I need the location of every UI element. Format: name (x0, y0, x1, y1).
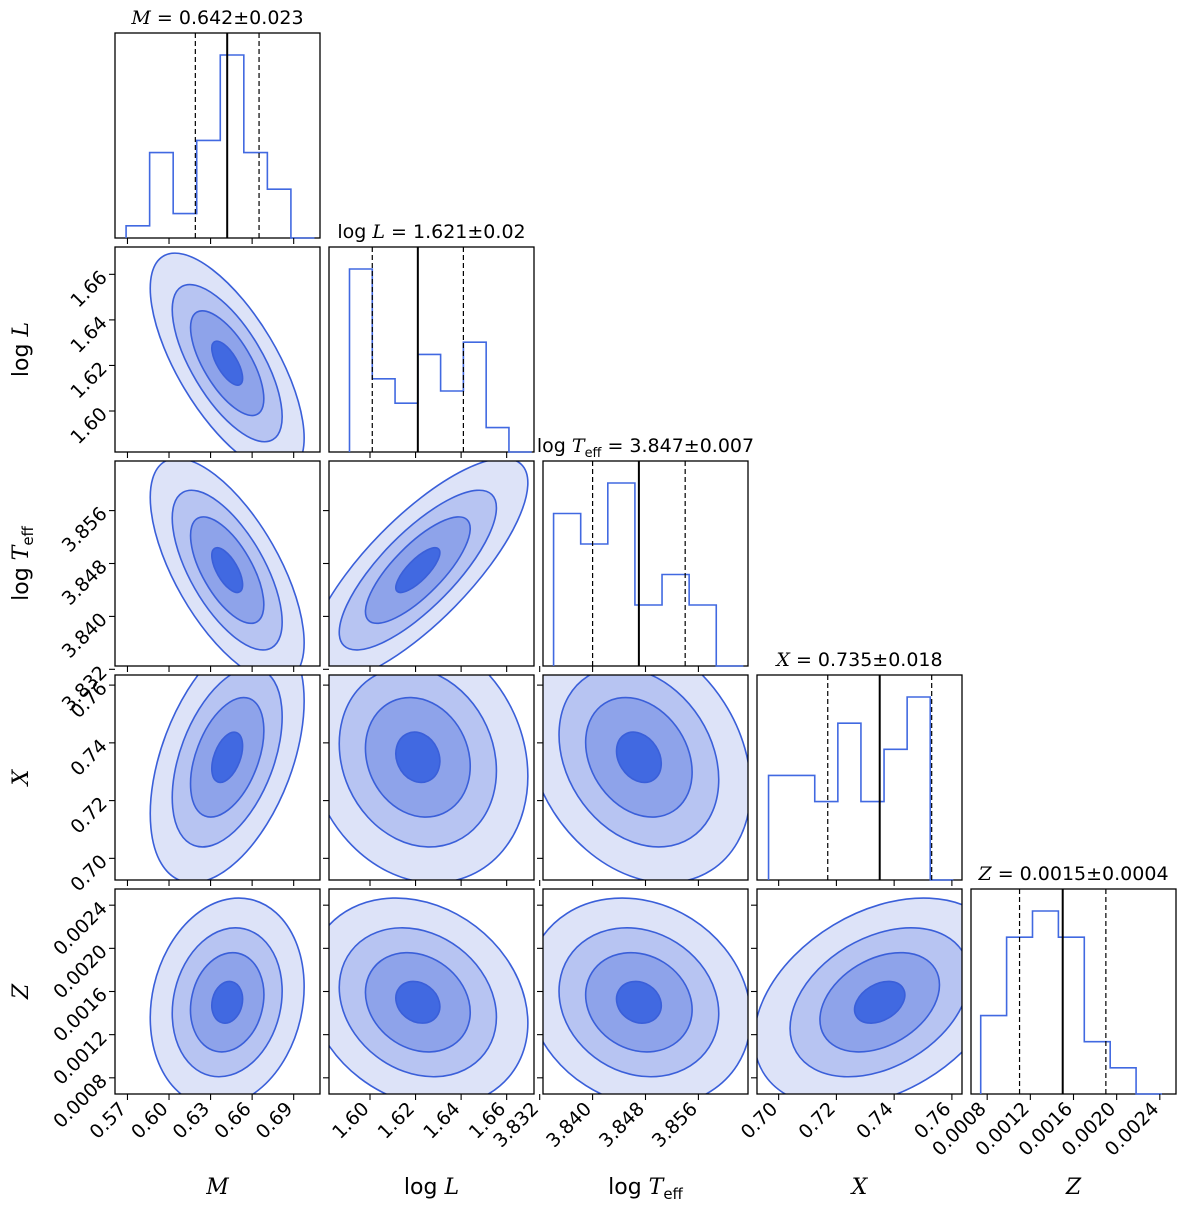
x-tick-label-logTeff: 3.848 (595, 1098, 649, 1152)
contour-level-4 (853, 980, 906, 1024)
panel-title-logTeff: log Teff​ = 3.847±0.007 (537, 435, 754, 461)
x-tick-label-logTeff: 3.840 (542, 1098, 596, 1152)
histogram-X: X = 0.735±0.018 (756, 649, 963, 881)
contour-level-4 (615, 731, 663, 784)
panel-frame (114, 32, 321, 239)
y-axis-label-X: X (9, 768, 34, 787)
contour-levels (149, 252, 305, 452)
panel-title-M: M = 0.642±0.023 (130, 7, 303, 29)
contour-panel-M-logL (114, 246, 321, 453)
x-tick-label-X: 0.72 (794, 1098, 839, 1143)
contour-levels (329, 675, 529, 880)
contour-panel-X-Z (756, 888, 963, 1095)
contour-level-4 (211, 340, 244, 386)
histogram-steps (767, 696, 954, 881)
y-tick-label-logL: 1.60 (66, 403, 111, 448)
x-axis-label-M: M (205, 1175, 229, 1200)
contour-levels (543, 675, 748, 880)
panel-frame (328, 246, 535, 453)
x-tick-label-M: 0.60 (127, 1098, 172, 1143)
histogram-steps (552, 482, 744, 667)
panel-frame (542, 460, 749, 667)
x-tick-label-logL: 1.64 (419, 1098, 464, 1143)
y-axis-label-Z: Z (9, 983, 34, 1000)
x-tick-label-X: 0.70 (737, 1098, 782, 1143)
contour-panel-logTeff-X (542, 674, 749, 881)
contour-levels (329, 461, 529, 666)
y-tick-label-X: 0.72 (66, 793, 111, 838)
contour-panel-M-Z (114, 888, 321, 1095)
contour-level-4 (395, 731, 441, 784)
panel-frame (970, 888, 1177, 1095)
panel-title-logL: log L = 1.621±0.02 (337, 221, 525, 243)
y-tick-label-logTeff: 3.840 (58, 609, 112, 663)
x-axis-label-logTeff: log Teff​ (608, 1175, 683, 1203)
y-axis-label-logL: log L (9, 322, 34, 377)
y-tick-label-logTeff: 3.856 (58, 503, 112, 557)
x-tick-label-M: 0.63 (169, 1098, 214, 1143)
contour-levels (543, 897, 748, 1094)
x-tick-label-logL: 1.62 (374, 1098, 419, 1143)
contour-level-4 (615, 980, 663, 1024)
contour-levels (149, 675, 305, 880)
panel-title-Z: Z = 0.0015±0.0004 (977, 863, 1168, 885)
y-tick-label-logL: 1.66 (66, 267, 111, 312)
histogram-steps (125, 54, 315, 239)
panel-frame (114, 674, 321, 881)
x-tick-label-logL: 1.60 (328, 1098, 373, 1143)
x-tick-label-logTeff: 3.856 (648, 1098, 702, 1152)
histogram-steps (979, 910, 1162, 1095)
panel-frame (756, 674, 963, 881)
y-tick-label-logTeff: 3.848 (58, 556, 112, 610)
contour-panel-logL-logTeff (328, 460, 535, 667)
contour-panel-logL-X (328, 674, 535, 881)
x-axis-label-X: X (850, 1175, 869, 1200)
contour-panel-M-X (114, 674, 321, 881)
x-tick-label-X: 0.74 (852, 1098, 897, 1143)
contour-panel-logL-Z (328, 888, 535, 1095)
x-tick-label-M: 0.69 (252, 1098, 297, 1143)
y-tick-label-logL: 1.62 (66, 358, 111, 403)
contour-level-4 (211, 731, 244, 784)
histogram-logL: log L = 1.621±0.02 (328, 221, 535, 453)
histogram-steps (348, 268, 532, 453)
panel-frame (114, 246, 321, 453)
y-axis-label-logTeff: log Teff​ (9, 525, 37, 600)
y-tick-label-X: 0.70 (66, 851, 111, 896)
contour-levels (329, 897, 529, 1094)
contour-level-4 (395, 546, 441, 594)
contour-levels (757, 897, 962, 1094)
contour-panel-M-logTeff (114, 460, 321, 667)
contour-level-4 (395, 980, 441, 1024)
histogram-M: M = 0.642±0.023 (114, 7, 321, 239)
x-axis-label-Z: Z (1065, 1175, 1082, 1200)
histogram-Z: Z = 0.0015±0.0004 (970, 863, 1177, 1095)
contour-level-4 (211, 980, 244, 1024)
x-axis-label-logL: log L (404, 1175, 459, 1200)
panel-title-X: X = 0.735±0.018 (774, 649, 942, 671)
y-tick-label-X: 0.74 (66, 735, 111, 780)
panel-frame (328, 674, 535, 881)
y-tick-label-logL: 1.64 (66, 312, 111, 357)
contour-level-4 (211, 546, 244, 594)
contour-levels (149, 461, 305, 666)
contour-levels (149, 897, 305, 1094)
x-tick-label-M: 0.66 (210, 1098, 255, 1143)
histogram-logTeff: log Teff​ = 3.847±0.007 (537, 435, 754, 667)
